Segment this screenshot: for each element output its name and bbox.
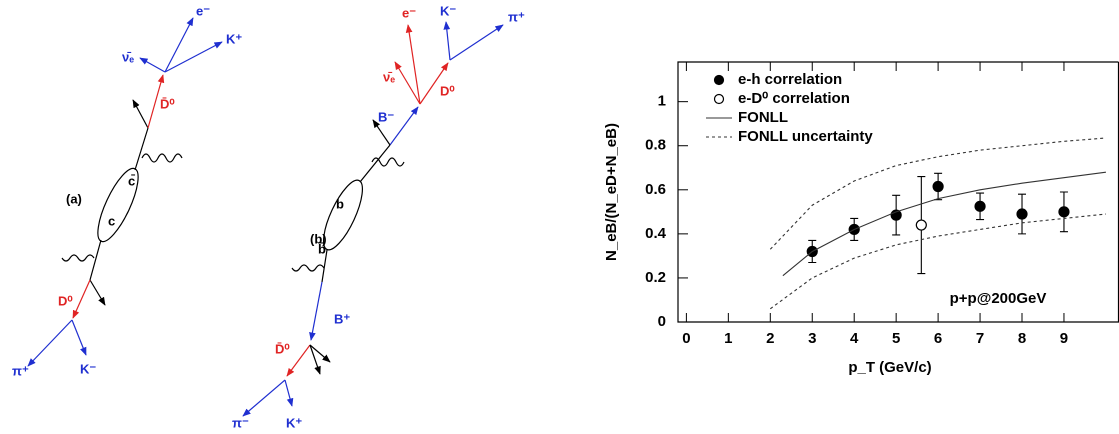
diagram-b-labels: e⁻ K⁻ π⁺ ν̄ₑ D⁰ B⁻ b b̄ B⁺ D̄⁰ π⁻ K⁺ (b) bbox=[232, 3, 525, 430]
x-tick-label: 0 bbox=[682, 330, 690, 347]
arrow bbox=[419, 62, 449, 105]
arrow bbox=[443, 21, 451, 61]
legend-swatch bbox=[713, 93, 725, 105]
chart: 0 1 2 3 4 5 6 7 8 9 0 0.2 0.4 0.6 0.8 1 p_T (GeV/c) N_eB/… bbox=[603, 61, 1119, 376]
x-tick-label: 8 bbox=[1018, 330, 1026, 347]
arrow bbox=[449, 24, 504, 61]
y-tick-label: 1 bbox=[658, 93, 666, 110]
data-point bbox=[1016, 208, 1028, 220]
arrow bbox=[284, 379, 294, 407]
y-tick-label: 0 bbox=[658, 313, 666, 330]
legend-label: e-D⁰ correlation bbox=[738, 90, 850, 107]
quark-loop bbox=[323, 179, 363, 251]
x-tick-label: 5 bbox=[892, 330, 900, 347]
legend-label: e-h correlation bbox=[738, 71, 842, 88]
series-line bbox=[769, 213, 1106, 310]
quark-loop bbox=[97, 167, 139, 243]
arrow bbox=[147, 74, 165, 129]
arrow bbox=[389, 106, 419, 146]
arrow bbox=[132, 99, 149, 129]
gluon bbox=[61, 254, 95, 262]
particle-label: c̄ bbox=[128, 173, 135, 188]
arrow bbox=[89, 279, 106, 306]
arrow bbox=[372, 119, 391, 146]
arrow bbox=[394, 61, 421, 105]
quark-line bbox=[134, 127, 149, 171]
arrow bbox=[309, 344, 331, 363]
particle-label: e⁻ bbox=[402, 5, 416, 20]
x-tick-label: 6 bbox=[934, 330, 942, 347]
gluon bbox=[141, 153, 183, 163]
diagram-b bbox=[242, 21, 504, 417]
quark-line bbox=[321, 249, 328, 283]
diagram-label: (b) bbox=[310, 231, 327, 246]
gluon bbox=[371, 157, 405, 167]
y-tick-label: 0.4 bbox=[645, 225, 667, 242]
arrow bbox=[164, 17, 194, 73]
particle-label: K⁺ bbox=[226, 31, 242, 46]
particle-label: D̄⁰ bbox=[160, 96, 175, 111]
particle-label: B⁻ bbox=[378, 109, 394, 124]
diagram-a-labels: e⁻ K⁺ ν̄ₑ D̄⁰ c̄ c D⁰ π⁺ K⁻ (a) bbox=[12, 3, 242, 378]
particle-label: b̄ bbox=[318, 241, 326, 256]
data-point bbox=[1058, 206, 1070, 218]
particle-label: K⁻ bbox=[440, 3, 456, 18]
arrow bbox=[309, 344, 321, 375]
annotation: p+p@200GeV bbox=[950, 290, 1047, 307]
arrow bbox=[72, 279, 91, 319]
particle-label: D̄⁰ bbox=[275, 341, 290, 356]
particle-label: ν̄ₑ bbox=[383, 69, 395, 84]
particle-label: π⁺ bbox=[508, 9, 525, 24]
arrow bbox=[164, 41, 223, 73]
particle-label: ν̄ₑ bbox=[122, 49, 134, 64]
quark-line bbox=[359, 144, 391, 183]
legend-label: FONLL uncertainty bbox=[738, 128, 873, 145]
particle-label: π⁻ bbox=[232, 415, 249, 430]
particle-label: B⁺ bbox=[334, 311, 350, 326]
gluon bbox=[291, 264, 325, 272]
particle-label: K⁻ bbox=[80, 361, 96, 376]
arrow bbox=[405, 24, 421, 105]
legend-label: FONLL bbox=[738, 109, 788, 126]
legend-swatch bbox=[713, 74, 725, 86]
arrow bbox=[139, 57, 166, 73]
particle-label: K⁺ bbox=[286, 415, 302, 430]
arrow bbox=[286, 344, 311, 377]
data-point bbox=[915, 219, 927, 231]
x-tick-label: 4 bbox=[850, 330, 859, 347]
y-axis-label: N_eB/(N_eD+N_eB) bbox=[603, 123, 620, 261]
y-tick-label: 0.8 bbox=[645, 137, 666, 154]
arrow bbox=[27, 319, 73, 367]
data-point bbox=[974, 200, 986, 212]
x-tick-label: 1 bbox=[724, 330, 732, 347]
series-line bbox=[782, 171, 1106, 277]
particle-label: D⁰ bbox=[440, 83, 455, 98]
data-point bbox=[932, 180, 944, 193]
x-tick-label: 9 bbox=[1060, 330, 1068, 347]
arrow bbox=[71, 319, 87, 356]
diagram-label: (a) bbox=[66, 191, 82, 206]
arrow bbox=[242, 379, 286, 417]
particle-label: e⁻ bbox=[196, 3, 210, 18]
y-tick-label: 0.6 bbox=[645, 181, 666, 198]
diagram-a bbox=[27, 17, 223, 367]
x-tick-label: 3 bbox=[808, 330, 816, 347]
x-tick-label: 7 bbox=[976, 330, 984, 347]
particle-label: π⁺ bbox=[12, 363, 29, 378]
x-tick-label: 2 bbox=[766, 330, 774, 347]
particle-label: D⁰ bbox=[58, 293, 73, 308]
x-axis-label: p_T (GeV/c) bbox=[848, 359, 931, 376]
arrow bbox=[309, 281, 323, 341]
y-tick-label: 0.2 bbox=[645, 269, 666, 286]
quark-line bbox=[89, 239, 102, 281]
particle-label: c bbox=[108, 213, 115, 228]
particle-label: b bbox=[336, 196, 344, 211]
